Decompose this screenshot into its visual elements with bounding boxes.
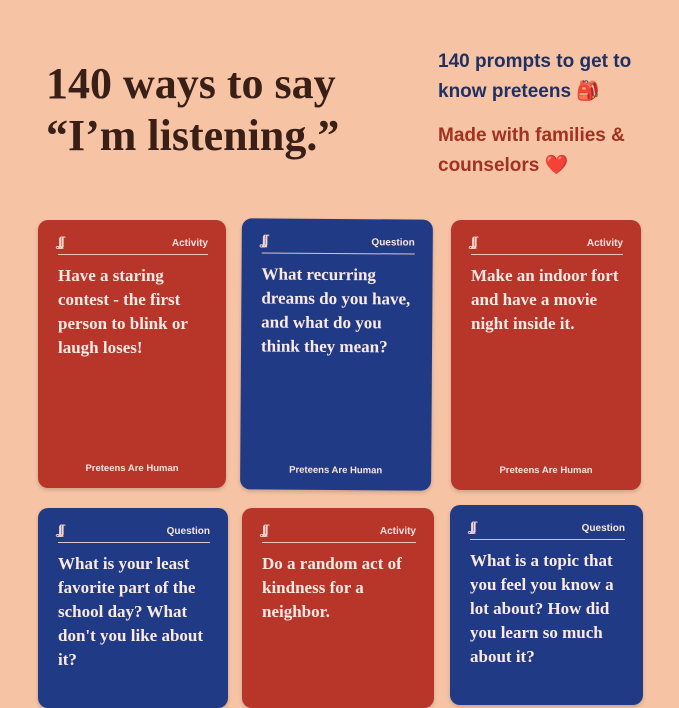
card-type: Question (371, 236, 415, 249)
card-type: Activity (586, 237, 623, 249)
card-brand: Preteens Are Human (289, 464, 383, 477)
backpack-icon: 🎒 (576, 81, 600, 102)
logo-icon: ʆʆ (470, 520, 477, 535)
logo-icon: ʆʆ (58, 235, 65, 250)
card-activity: ʆʆ Activity Make an indoor fort and have … (451, 220, 641, 490)
card-prompt: What is your least favorite part of the … (58, 554, 204, 669)
logo-icon: ʆʆ (261, 233, 267, 249)
card-prompt: Have a staring contest - the first perso… (58, 266, 188, 357)
card-activity: ʆʆ Activity Do a random act of kindness f… (242, 508, 434, 708)
logo-icon: ʆʆ (58, 523, 65, 538)
card-prompt: Do a random act of kindness for a neighb… (262, 554, 402, 621)
card-type: Activity (171, 237, 208, 249)
card-prompt: What recurring dreams do you have, and w… (260, 264, 411, 357)
headline-line-1: 140 ways to say (46, 59, 336, 108)
headline-line-2: “I’m listening.” (46, 111, 340, 160)
card-type: Question (166, 525, 210, 537)
tagline-families: Made with families & counselors ❤️ (438, 121, 668, 181)
logo-icon: ʆʆ (262, 523, 269, 538)
card-prompt: Make an indoor fort and have a movie nig… (471, 266, 619, 333)
card-question: ʆʆ Question What is your least favorite p… (38, 508, 228, 708)
tagline-text: Made with families & counselors (438, 125, 625, 176)
headline: 140 ways to say “I’m listening.” (46, 58, 339, 162)
heart-icon: ❤️ (544, 155, 569, 176)
card-prompt: What is a topic that you feel you know a… (470, 551, 614, 666)
card-brand: Preteens Are Human (499, 465, 593, 476)
tagline-prompts: 140 prompts to get to know preteens 🎒 (438, 47, 668, 107)
card-type: Question (581, 522, 625, 534)
tagline-text: 140 prompts to get to know preteens (438, 51, 632, 102)
card-activity: ʆʆ Activity Have a staring contest - the … (38, 220, 226, 488)
logo-icon: ʆʆ (471, 235, 478, 250)
card-question: ʆʆ Question What is a topic that you feel… (450, 505, 643, 705)
card-brand: Preteens Are Human (85, 463, 179, 474)
card-question: ʆʆ Question What recurring dreams do you … (240, 218, 433, 491)
card-type: Activity (379, 525, 416, 537)
